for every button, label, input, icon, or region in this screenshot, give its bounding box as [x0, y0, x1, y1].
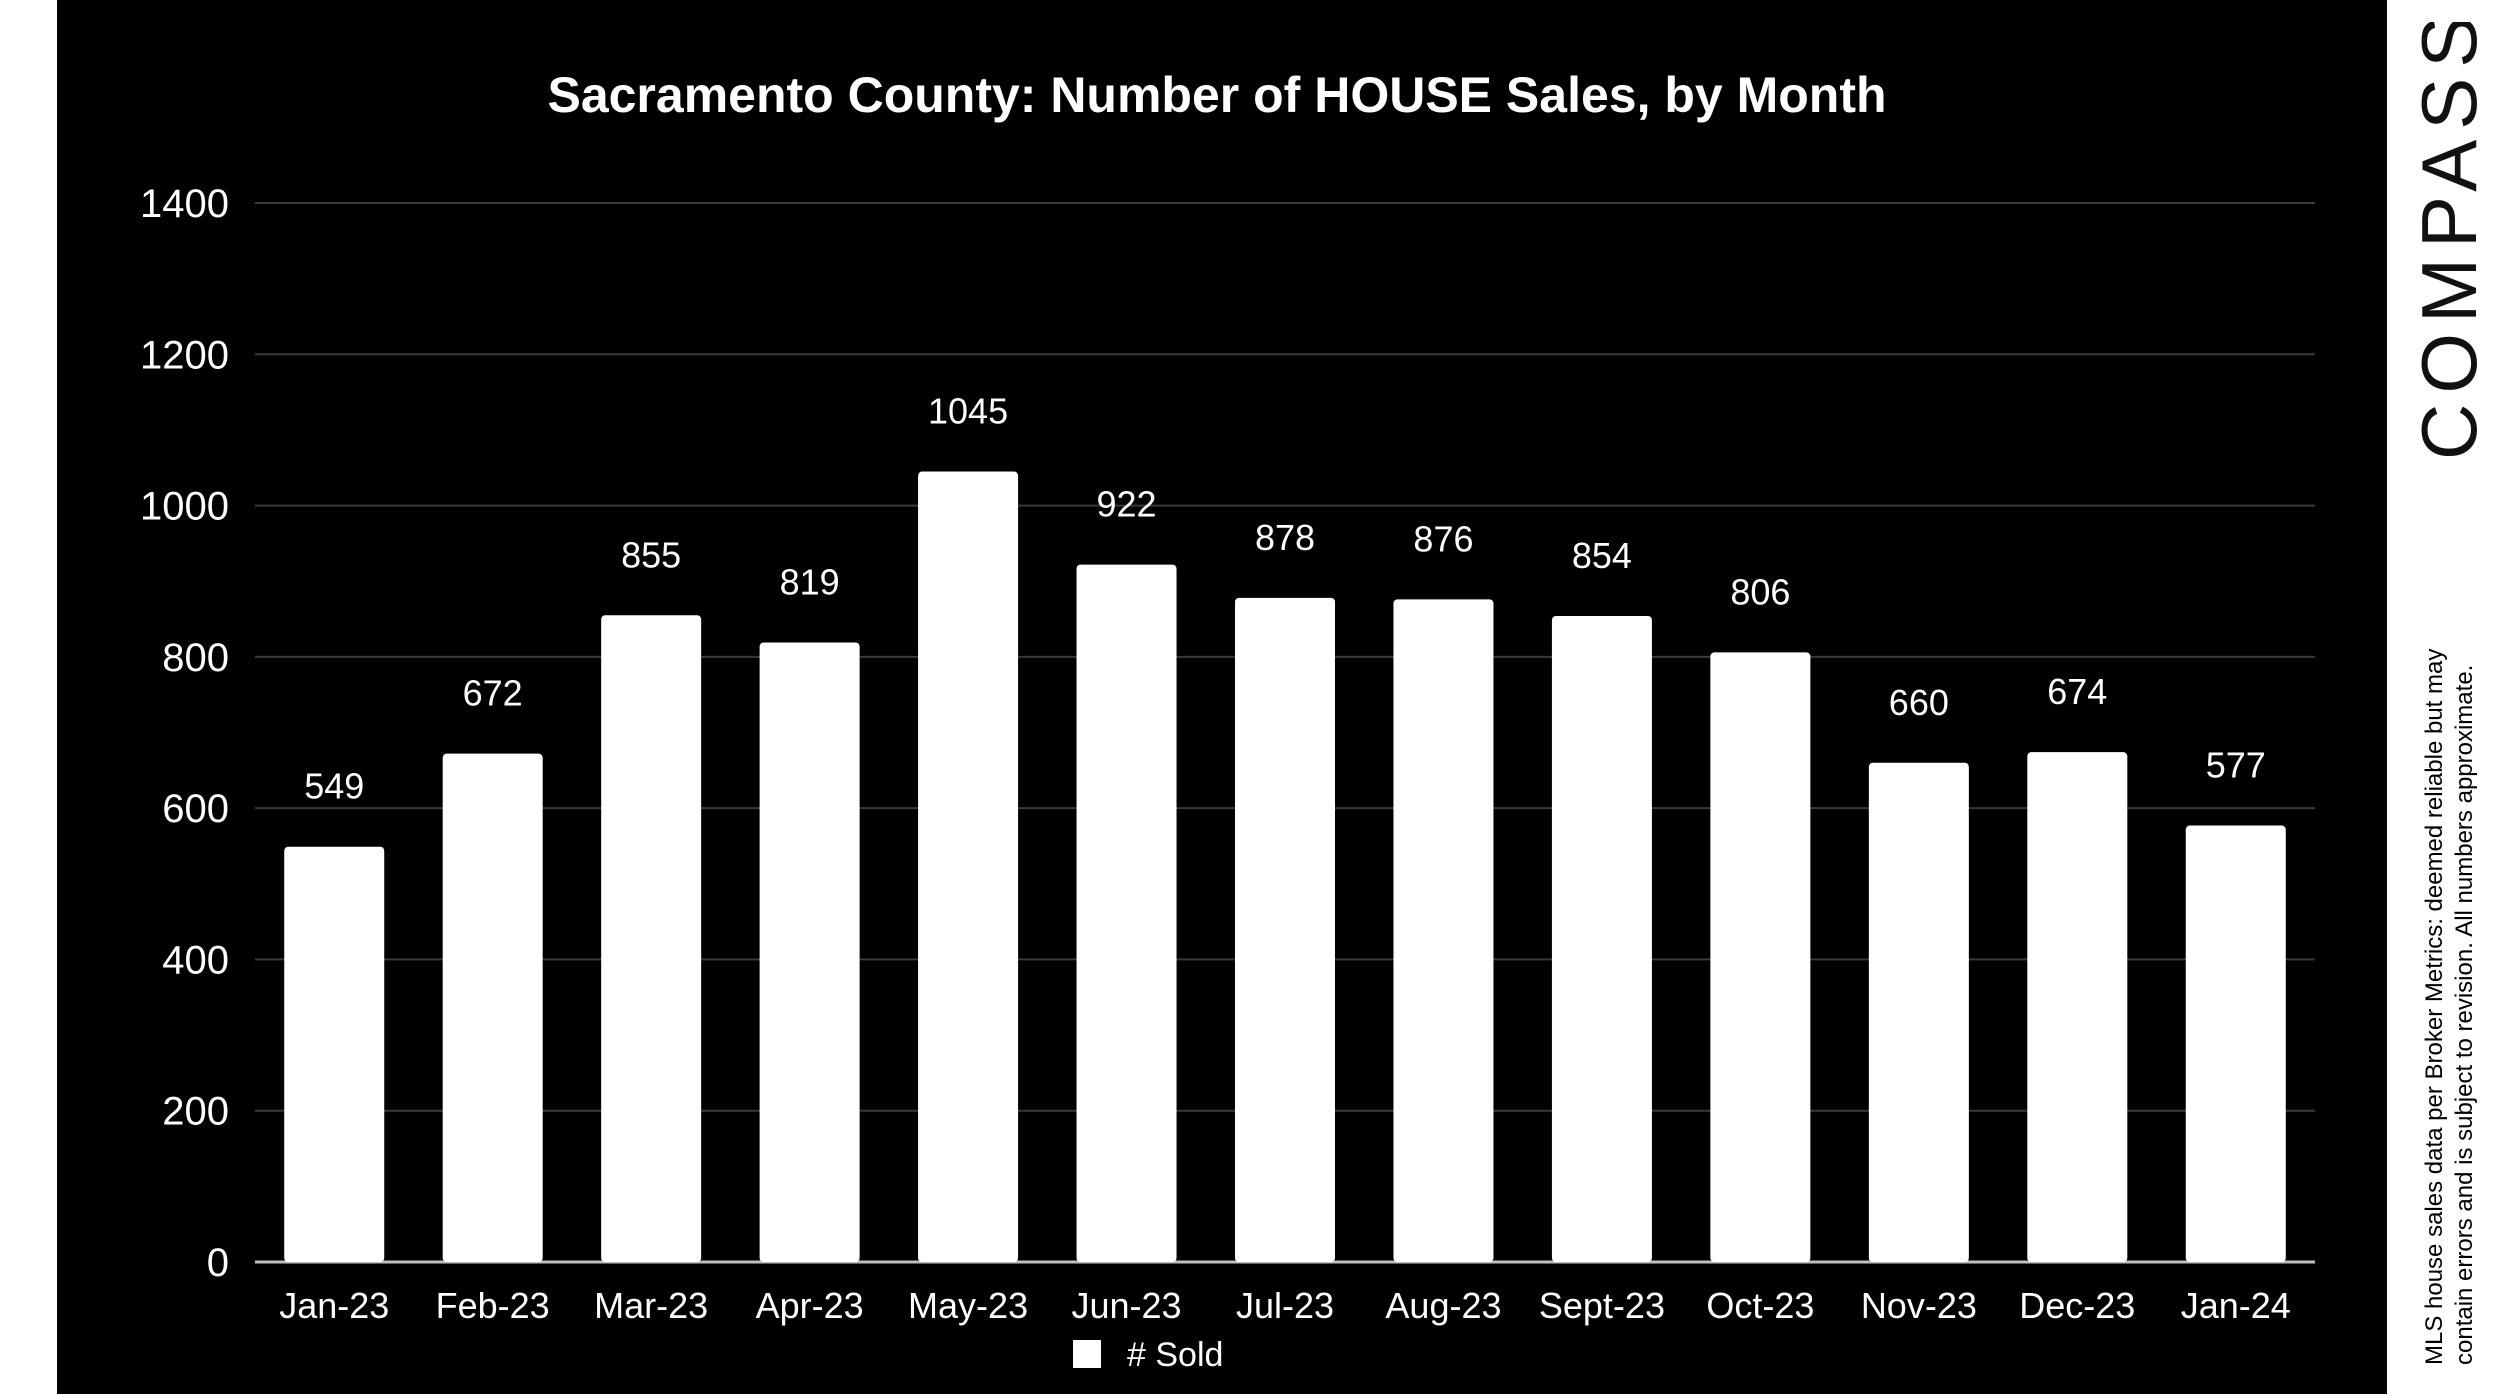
data-label: 1045 [928, 391, 1008, 432]
x-tick-label: Mar-23 [594, 1285, 708, 1326]
x-axis-ticks: Jan-23 Feb-23 Mar-23 Apr-23 May-23 Jun-23 Jul-… [279, 1285, 2291, 1326]
data-label: 854 [1572, 535, 1632, 576]
data-labels: 549 672 855 819 1045 922 878 876 854 806 660 674 577 [304, 391, 2266, 807]
y-axis-ticks: 0 200 400 600 800 1000 1200 1400 [140, 182, 229, 1285]
data-label: 577 [2206, 745, 2266, 786]
legend: # Sold [1073, 1336, 1223, 1374]
bars [284, 471, 2286, 1263]
x-tick-label: Jul-23 [1236, 1285, 1334, 1326]
y-tick-label: 800 [162, 636, 229, 680]
x-tick-label: Jun-23 [1071, 1285, 1181, 1326]
x-tick-label: Jan-23 [279, 1285, 389, 1326]
x-tick-label: May-23 [908, 1285, 1028, 1326]
x-tick-label: Apr-23 [756, 1285, 864, 1326]
bar-sept-23 [1551, 616, 1652, 1262]
compass-logo: COMPASS [2405, 22, 2493, 460]
bar-mar-23 [601, 615, 702, 1262]
y-tick-label: 400 [162, 938, 229, 982]
compass-wordmark: COMPASS [2405, 22, 2493, 460]
y-tick-label: 0 [207, 1241, 229, 1285]
x-tick-label: Jan-24 [2181, 1285, 2291, 1326]
y-tick-label: 1000 [140, 485, 229, 529]
bar-apr-23 [759, 642, 860, 1262]
data-label: 922 [1096, 484, 1156, 525]
bar-oct-23 [1710, 652, 1811, 1262]
data-label: 549 [304, 766, 364, 807]
y-tick-label: 600 [162, 787, 229, 831]
x-tick-label: Aug-23 [1385, 1285, 1501, 1326]
bar-jun-23 [1076, 564, 1177, 1262]
x-tick-label: Oct-23 [1706, 1285, 1814, 1326]
data-label: 819 [780, 561, 840, 602]
data-label: 876 [1413, 518, 1473, 559]
y-tick-label: 1400 [140, 182, 229, 226]
y-tick-label: 1200 [140, 333, 229, 377]
bar-chart: Sacramento County: Number of HOUSE Sales… [140, 67, 2315, 1374]
bar-aug-23 [1393, 599, 1494, 1262]
source-note-line1: MLS house sales data per Broker Metrics:… [2421, 649, 2448, 1365]
bar-jan-23 [284, 846, 385, 1262]
bar-jan-24 [2185, 825, 2286, 1262]
data-label: 672 [463, 673, 523, 714]
bar-feb-23 [442, 753, 543, 1262]
data-label: 855 [621, 534, 681, 575]
legend-label: # Sold [1127, 1336, 1223, 1374]
data-label: 674 [2047, 671, 2107, 712]
x-tick-label: Sept-23 [1539, 1285, 1665, 1326]
bar-jul-23 [1235, 597, 1335, 1262]
bar-dec-23 [2027, 752, 2128, 1262]
data-label: 660 [1889, 682, 1949, 723]
chart-title: Sacramento County: Number of HOUSE Sales… [547, 67, 1886, 123]
x-tick-label: Feb-23 [436, 1285, 550, 1326]
source-note-line2: contain errors and is subject to revisio… [2451, 665, 2478, 1365]
bar-may-23 [918, 471, 1019, 1263]
data-label: 806 [1730, 571, 1790, 612]
legend-swatch [1073, 1340, 1101, 1368]
data-label: 878 [1255, 517, 1315, 558]
bar-nov-23 [1868, 762, 1969, 1262]
chart-panel: Sacramento County: Number of HOUSE Sales… [57, 0, 2387, 1394]
x-tick-label: Nov-23 [1861, 1285, 1977, 1326]
x-tick-label: Dec-23 [2019, 1285, 2135, 1326]
source-note: MLS house sales data per Broker Metrics:… [2421, 649, 2478, 1365]
y-tick-label: 200 [162, 1090, 229, 1134]
